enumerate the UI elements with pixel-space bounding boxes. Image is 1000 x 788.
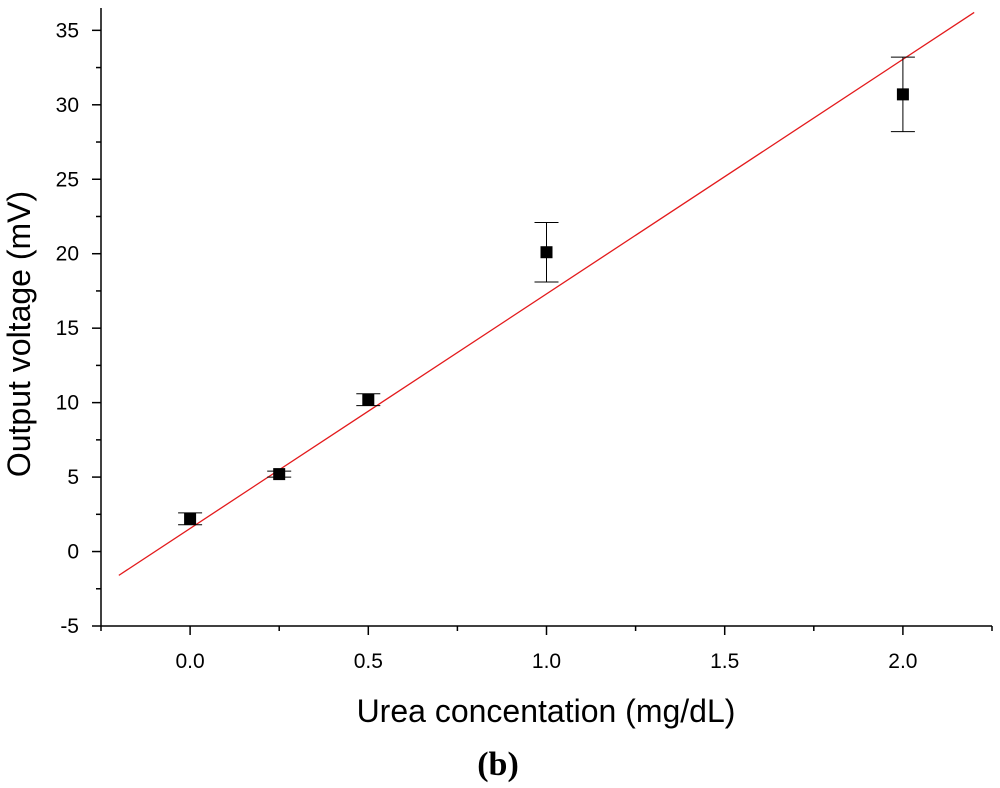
y-tick-label: 30 — [56, 94, 79, 117]
x-tick-label: 2.0 — [888, 650, 917, 673]
fit-line — [118, 11, 975, 576]
x-axis-ticks: 0.0 0.5 1.0 1.5 2.0 — [100, 626, 993, 673]
axes-frame — [100, 8, 992, 627]
x-axis-label: Urea concentation (mg/dL) — [357, 693, 736, 729]
panel-label: (b) — [477, 746, 519, 783]
y-axis-ticks: -5 0 5 10 15 20 25 30 35 — [56, 19, 101, 638]
y-tick-label: 15 — [56, 317, 79, 340]
y-tick-label: 5 — [67, 466, 79, 489]
data-point — [896, 88, 909, 101]
data-point — [540, 246, 553, 259]
x-tick-label: 0.0 — [175, 650, 204, 673]
data-points — [178, 56, 915, 526]
y-tick-label: 20 — [56, 243, 79, 266]
x-tick-label: 0.5 — [354, 650, 383, 673]
y-tick-label: 35 — [56, 19, 79, 42]
data-point — [184, 512, 197, 525]
x-tick-label: 1.5 — [710, 650, 739, 673]
fit-line-group — [118, 11, 975, 576]
y-tick-label: 25 — [56, 168, 79, 191]
data-point — [273, 468, 286, 481]
y-tick-label: -5 — [60, 615, 79, 638]
data-point — [362, 393, 375, 406]
y-tick-label: 10 — [56, 392, 79, 415]
y-axis-label: Output voltage (mV) — [1, 191, 37, 477]
x-tick-label: 1.0 — [532, 650, 561, 673]
y-tick-label: 0 — [67, 541, 79, 564]
